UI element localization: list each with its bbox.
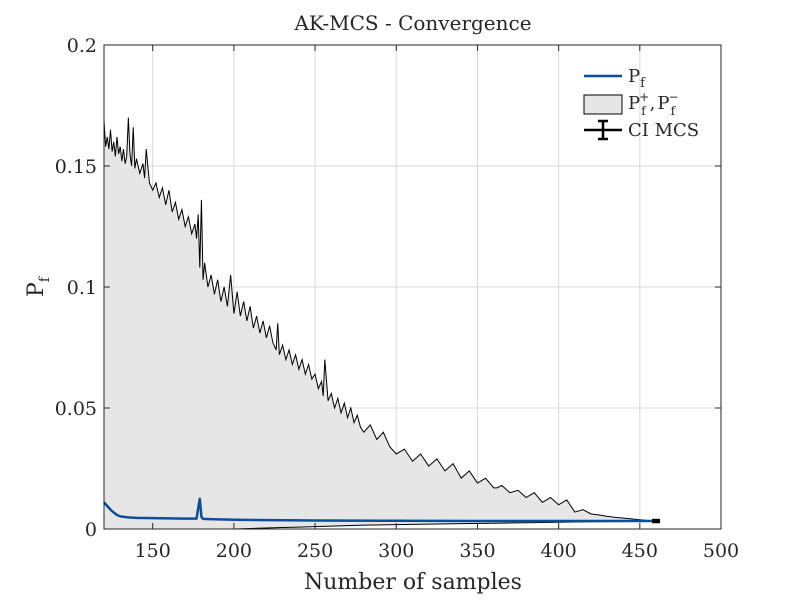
y-tick-label: 0 [85, 519, 97, 541]
x-tick-label: 200 [216, 540, 252, 562]
bounds-band-fill [104, 117, 657, 529]
svg-text:Pf: Pf [24, 275, 53, 297]
x-axis-label: Number of samples [304, 570, 522, 595]
legend-bounds-sup2: − [669, 90, 679, 104]
series-pf [103, 497, 657, 523]
legend-bounds-sub1: f [641, 104, 647, 118]
legend-bounds-label: P+ f, P− f [628, 90, 679, 118]
series-lines [103, 497, 661, 524]
legend: Pf P+ f, P− f CI MCS [583, 66, 699, 141]
legend-bounds-main2: P [657, 93, 669, 114]
y-axis-label-main: P [24, 282, 49, 297]
x-tick-label: 400 [540, 540, 576, 562]
x-tick-label: 150 [135, 540, 171, 562]
legend-ci-swatch [584, 119, 622, 141]
legend-pf-label: Pf [628, 66, 646, 91]
chart-title: AK-MCS - Convergence [293, 11, 531, 35]
legend-ci-label: CI MCS [628, 120, 699, 141]
legend-bounds-sep: , [650, 93, 656, 114]
legend-bounds-main1: P [628, 93, 640, 114]
legend-bounds-sub2: f [671, 104, 677, 118]
axis-ticks: 150 200 250 300 350 400 450 500 0 0.05 0.1 0.15 0.2 [55, 35, 739, 562]
legend-pf-main: P [628, 66, 640, 87]
x-tick-label: 300 [378, 540, 414, 562]
y-axis-label-sub: f [37, 275, 53, 282]
legend-bounds-sup1: + [639, 90, 649, 104]
y-axis-label: Pf [24, 275, 53, 297]
x-tick-label: 350 [459, 540, 495, 562]
series-pf-upper [103, 117, 657, 522]
legend-bounds-swatch [583, 94, 623, 115]
x-tick-label: 250 [297, 540, 333, 562]
axes-box [103, 44, 722, 530]
x-tick-label: 450 [622, 540, 658, 562]
y-tick-label: 0.05 [55, 398, 97, 420]
y-tick-label: 0.1 [67, 277, 97, 299]
y-tick-label: 0.2 [67, 35, 97, 57]
legend-pf-sub: f [640, 76, 646, 91]
x-tick-label: 500 [703, 540, 739, 562]
y-tick-label: 0.15 [55, 156, 97, 178]
